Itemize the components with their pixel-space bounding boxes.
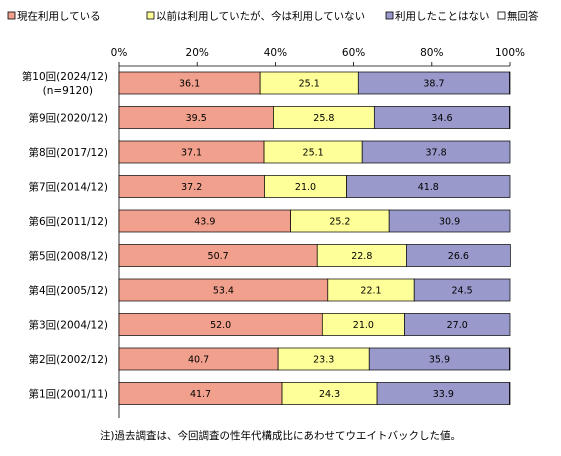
legend: 現在利用している 以前は利用していたが、今は利用していない 利用したことはない 無回答 — [7, 10, 539, 23]
bar-segment — [404, 313, 511, 336]
legend-label: 利用したことはない — [395, 11, 490, 23]
plot-area: 第10回(2024/12) (n=9120) 36.1 25.1 38.7 第9回(202… — [22, 70, 511, 405]
legend-label: 現在利用している — [17, 11, 101, 23]
data-label: 52.0 — [210, 320, 231, 331]
x-tick-label: 20% — [186, 47, 209, 59]
data-label: 25.1 — [303, 148, 324, 159]
data-label: 36.1 — [179, 79, 200, 90]
data-label: 35.9 — [429, 355, 450, 366]
data-label: 50.7 — [208, 251, 229, 262]
data-label: 27.0 — [447, 320, 468, 331]
data-label: 39.5 — [186, 113, 207, 124]
data-label: 25.8 — [313, 113, 334, 124]
category-label: 第8回(2017/12) — [29, 146, 109, 159]
data-label: 22.8 — [351, 251, 372, 262]
data-label: 34.6 — [431, 113, 452, 124]
legend-label: 無回答 — [507, 10, 539, 23]
x-tick-label: 100% — [495, 47, 525, 59]
category-label: 第4回(2005/12) — [29, 284, 109, 297]
data-label: 41.8 — [418, 182, 439, 193]
data-label: 41.7 — [190, 389, 211, 400]
x-axis: 0% 20% 40% 60% 80% 100% — [111, 47, 525, 418]
bar-segment — [346, 175, 511, 198]
category-label: 第5回(2008/12) — [29, 250, 109, 263]
category-label: 第10回(2024/12) — [22, 70, 108, 83]
data-label: 37.1 — [181, 148, 202, 159]
x-tick-label: 40% — [264, 47, 287, 59]
data-label: 23.3 — [313, 355, 334, 366]
data-label: 37.8 — [426, 148, 447, 159]
data-label: 21.0 — [295, 182, 316, 193]
data-label: 38.7 — [423, 79, 444, 90]
category-label: 第1回(2001/11) — [29, 388, 109, 401]
data-label: 25.2 — [329, 217, 350, 228]
data-label: 40.7 — [188, 355, 209, 366]
category-sublabel: (n=9120) — [43, 85, 93, 97]
legend-swatch — [497, 11, 506, 20]
bar-segment — [361, 140, 511, 164]
data-label: 26.6 — [448, 251, 469, 262]
data-label: 33.9 — [433, 389, 454, 400]
footnote: 注)過去調査は、今回調査の性年代構成比にあわせてウエイトバックした値。 — [99, 430, 462, 442]
data-label: 53.4 — [213, 286, 234, 297]
bar-segment — [388, 209, 511, 233]
data-label: 43.9 — [194, 217, 215, 228]
category-label: 第9回(2020/12) — [29, 112, 109, 125]
data-label: 22.1 — [360, 286, 381, 297]
bar-segment — [406, 244, 511, 267]
data-label: 24.3 — [319, 389, 340, 400]
x-tick-label: 0% — [111, 47, 128, 59]
legend-label: 以前は利用していたが、今は利用していない — [156, 10, 365, 23]
x-tick-label: 60% — [342, 47, 365, 59]
category-label: 第7回(2014/12) — [29, 181, 109, 194]
data-label: 24.5 — [452, 286, 473, 297]
data-label: 21.0 — [353, 320, 374, 331]
data-label: 37.2 — [181, 182, 202, 193]
legend-swatch — [385, 11, 394, 20]
x-tick-label: 80% — [420, 47, 443, 59]
legend-swatch — [7, 11, 16, 20]
legend-swatch — [146, 11, 155, 20]
data-label: 30.9 — [439, 217, 460, 228]
category-label: 第3回(2004/12) — [29, 319, 109, 332]
category-label: 第2回(2002/12) — [29, 353, 109, 366]
data-label: 25.1 — [299, 79, 320, 90]
category-label: 第6回(2011/12) — [29, 215, 109, 228]
bar-segment — [413, 278, 511, 302]
